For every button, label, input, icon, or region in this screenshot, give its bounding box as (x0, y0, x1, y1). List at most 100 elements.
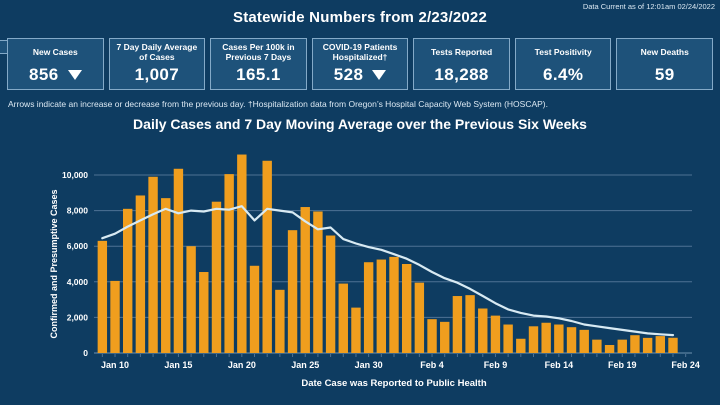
stat-card-value: 59 (654, 65, 675, 84)
bar-jan-9[interactable] (97, 240, 108, 353)
bar-jan-22[interactable] (262, 160, 272, 353)
stat-card-value-row: 856 (10, 64, 101, 86)
stat-card-label: New Cases (32, 47, 78, 58)
stat-card-value: 856 (29, 65, 59, 84)
stat-card-label: Cases Per 100k in Previous 7 Days (222, 42, 295, 62)
bar-feb-16[interactable] (579, 329, 589, 353)
bar-feb-22[interactable] (655, 336, 665, 353)
bar-jan-23[interactable] (275, 289, 285, 353)
bar-feb-11[interactable] (516, 338, 526, 353)
x-tick-label: Feb 14 (545, 360, 574, 370)
y-tick-label: 6,000 (67, 241, 89, 251)
bar-feb-7[interactable] (465, 295, 475, 353)
bar-jan-10[interactable] (110, 280, 120, 353)
stat-card-value: 18,288 (434, 65, 489, 84)
bar-feb-1[interactable] (389, 256, 399, 353)
bar-feb-3[interactable] (414, 282, 425, 353)
y-tick-label: 2,000 (67, 312, 89, 322)
bar-jan-12[interactable] (135, 195, 146, 353)
bar-jan-24[interactable] (287, 230, 298, 353)
stat-card-value-row: 59 (619, 64, 710, 86)
bar-jan-11[interactable] (123, 208, 133, 353)
bar-jan-27[interactable] (325, 235, 336, 353)
y-tick-label: 0 (83, 348, 88, 358)
bar-feb-12[interactable] (528, 326, 539, 353)
bar-jan-28[interactable] (338, 283, 348, 353)
x-tick-label: Jan 15 (164, 360, 192, 370)
bar-feb-5[interactable] (440, 321, 450, 353)
stat-card-value-row: 18,288 (416, 64, 507, 86)
stat-card-value-row: 6.4% (518, 64, 609, 86)
stat-card-value-row: 1,007 (112, 64, 203, 86)
y-tick-label: 10,000 (62, 170, 88, 180)
bar-jan-16[interactable] (186, 246, 196, 353)
moving-average-line[interactable] (101, 205, 675, 337)
stat-card-label: 7 Day Daily Average of Cases (116, 42, 198, 62)
x-axis-title: Date Case was Reported to Public Health (301, 378, 486, 389)
stat-card-label: COVID-19 Patients Hospitalized† (322, 42, 398, 62)
bar-jan-29[interactable] (351, 307, 361, 353)
bar-jan-18[interactable] (211, 201, 222, 353)
bar-jan-20[interactable] (237, 154, 247, 353)
chart-title: Daily Cases and 7 Day Moving Average ove… (133, 116, 587, 132)
y-tick-label: 4,000 (67, 277, 89, 287)
bar-jan-14[interactable] (161, 198, 171, 353)
bar-jan-31[interactable] (376, 259, 387, 353)
decrease-arrow-icon (67, 70, 82, 80)
x-tick-label: Feb 4 (420, 360, 444, 370)
stat-card-test-positivity: Test Positivity 6.4% (514, 38, 612, 90)
stat-card-label: Tests Reported (430, 47, 493, 58)
stat-card-value: 1,007 (134, 65, 180, 84)
y-tick-label: 8,000 (67, 206, 89, 216)
bar-feb-10[interactable] (503, 324, 513, 353)
bar-feb-8[interactable] (478, 308, 488, 354)
stat-card-value: 528 (333, 65, 364, 84)
bar-feb-4[interactable] (427, 319, 437, 353)
bar-feb-6[interactable] (452, 296, 463, 353)
bar-jan-13[interactable] (148, 176, 158, 353)
x-tick-label: Feb 24 (671, 360, 700, 370)
bar-feb-21[interactable] (642, 337, 653, 353)
x-tick-label: Jan 20 (228, 360, 256, 370)
stat-card-cases-per-100k-in-previous-7-days: Cases Per 100k in Previous 7 Days 165.1 (210, 38, 307, 90)
stat-card-value: 6.4% (543, 65, 584, 84)
bar-jan-25[interactable] (300, 207, 310, 353)
x-tick-label: Feb 9 (484, 360, 508, 370)
bar-feb-23[interactable] (668, 337, 678, 353)
bar-jan-26[interactable] (313, 211, 323, 353)
stat-card-value-row: 528 (315, 64, 406, 86)
bar-feb-20[interactable] (630, 335, 640, 353)
bar-jan-30[interactable] (363, 262, 374, 353)
bar-feb-14[interactable] (554, 324, 564, 353)
stat-card-row: New Cases 856 7 Day Daily Average of Cases… (7, 38, 714, 90)
bar-feb-19[interactable] (617, 339, 627, 353)
stat-card-value-row: 165.1 (213, 64, 304, 86)
x-tick-label: Jan 30 (355, 360, 383, 370)
stat-card-value: 165.1 (236, 65, 281, 84)
y-axis-title: Confirmed and Presumptive Cases (49, 189, 59, 338)
decrease-arrow-icon (372, 70, 387, 80)
bar-jan-17[interactable] (199, 272, 209, 353)
stat-card-label: New Deaths (640, 47, 689, 58)
bar-feb-9[interactable] (490, 315, 501, 353)
bar-feb-18[interactable] (604, 344, 615, 353)
x-tick-label: Jan 25 (291, 360, 319, 370)
x-tick-label: Feb 19 (608, 360, 637, 370)
bar-jan-19[interactable] (224, 174, 234, 353)
bar-feb-17[interactable] (592, 339, 602, 353)
bar-feb-13[interactable] (541, 322, 551, 353)
stat-card-covid-19-patients-hospitalized: COVID-19 Patients Hospitalized† 528 (311, 38, 409, 90)
footnote-text: Arrows indicate an increase or decrease … (8, 99, 548, 109)
x-tick-label: Jan 10 (101, 360, 129, 370)
bar-jan-21[interactable] (249, 265, 260, 353)
stat-card-tests-reported: Tests Reported 18,288 (413, 38, 510, 90)
bar-feb-2[interactable] (401, 264, 412, 353)
data-current-timestamp: Data Current as of 12:01am 02/24/2022 (582, 2, 715, 11)
stat-card-new-deaths: New Deaths 59 (616, 38, 714, 90)
bar-jan-15[interactable] (173, 168, 184, 353)
stat-card-7-day-daily-average-of-cases: 7 Day Daily Average of Cases 1,007 (108, 38, 206, 90)
stat-card-label: Test Positivity (534, 47, 592, 58)
bar-feb-15[interactable] (566, 327, 577, 353)
